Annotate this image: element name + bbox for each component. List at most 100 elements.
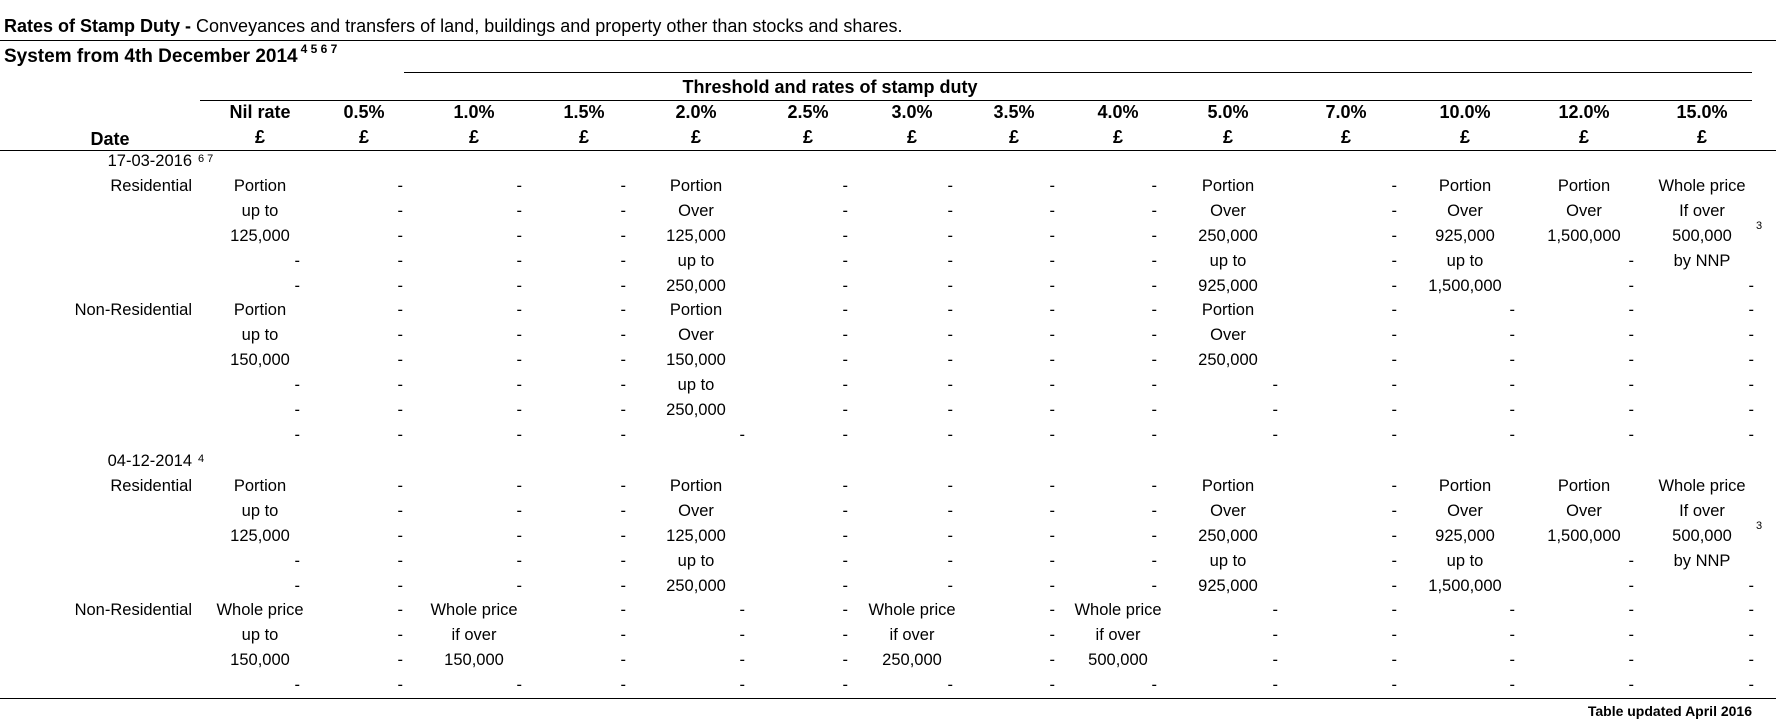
table-cell: up to — [241, 501, 279, 520]
table-cell: - — [842, 425, 849, 444]
table-cell: - — [516, 551, 523, 570]
table-cell: - — [620, 351, 627, 370]
table-cell: - — [842, 201, 849, 220]
table-cell: - — [620, 326, 627, 345]
table-cell: - — [1391, 476, 1398, 495]
table-cell: 250,000 — [666, 401, 726, 419]
section-date: 17-03-2016 — [107, 152, 192, 170]
table-cell: If over — [1679, 501, 1725, 520]
table-cell: - — [620, 251, 627, 270]
table-cell: up to — [1209, 551, 1247, 570]
table-cell: - — [947, 551, 954, 570]
table-cell: - — [1391, 676, 1398, 695]
table-cell: - — [842, 601, 849, 620]
currency-symbol: £ — [690, 127, 702, 147]
table-cell: - — [1049, 326, 1056, 345]
table-cell: - — [516, 301, 523, 320]
table-cell: - — [516, 226, 523, 245]
page-title-rest: Conveyances and transfers of land, build… — [196, 16, 903, 36]
table-cell: Over — [1210, 201, 1246, 220]
row-group-label: Residential — [110, 176, 192, 195]
table-cell: - — [1049, 601, 1056, 620]
table-cell: 500,000 — [1672, 526, 1732, 545]
table-cell: 125,000 — [666, 526, 726, 545]
table-cell: - — [1748, 576, 1755, 595]
table-cell: - — [947, 276, 954, 295]
table-cell: - — [620, 176, 627, 195]
table-cell: - — [397, 425, 404, 444]
currency-symbol: £ — [1696, 127, 1708, 147]
table-cell: - — [1151, 476, 1158, 495]
row-footnote: 3 — [1756, 519, 1763, 532]
table-cell: - — [1628, 626, 1635, 645]
table-cell: - — [739, 425, 746, 444]
table-cell: 1,500,000 — [1428, 576, 1502, 595]
table-cell: - — [947, 301, 954, 320]
table-cell: - — [1748, 326, 1755, 345]
table-cell: - — [1628, 551, 1635, 570]
table-cell: - — [516, 251, 523, 270]
table-cell: 925,000 — [1198, 576, 1258, 595]
table-cell: 250,000 — [882, 651, 942, 670]
table-cell: - — [947, 201, 954, 220]
table-cell: - — [739, 651, 746, 670]
currency-symbol: £ — [1008, 127, 1020, 147]
table-cell: - — [1391, 576, 1398, 595]
table-cell: - — [1748, 651, 1755, 670]
table-cell: - — [620, 401, 627, 419]
table-cell: - — [1391, 376, 1398, 395]
column-header: Nil rate — [229, 102, 291, 122]
column-header: 1.0% — [453, 102, 495, 122]
table-cell: - — [1748, 425, 1755, 444]
table-cell: - — [1049, 376, 1056, 395]
table-cell: - — [1391, 601, 1398, 620]
table-cell: 500,000 — [1088, 651, 1148, 670]
table-cell: - — [1628, 376, 1635, 395]
column-header: 7.0% — [1325, 102, 1367, 122]
system-subtitle-footnotes: 4 5 6 7 — [300, 42, 338, 56]
table-cell: - — [842, 551, 849, 570]
table-cell: - — [397, 226, 404, 245]
table-cell: Over — [678, 326, 714, 345]
table-cell: - — [947, 251, 954, 270]
table-cell: - — [620, 626, 627, 645]
table-cell: - — [397, 476, 404, 495]
table-cell: - — [1391, 326, 1398, 345]
table-cell: 250,000 — [1198, 226, 1258, 245]
table-cell: 500,000 — [1672, 226, 1732, 245]
page-title-lead: Rates of Stamp Duty - — [4, 16, 197, 36]
table-cell: by NNP — [1673, 251, 1731, 270]
table-cell: - — [842, 176, 849, 195]
table-cell: 125,000 — [230, 526, 290, 545]
table-cell: - — [1049, 226, 1056, 245]
table-cell: - — [842, 626, 849, 645]
table-cell: - — [516, 351, 523, 370]
table-cell: - — [1748, 301, 1755, 320]
column-header: 10.0% — [1439, 102, 1491, 122]
table-cell: - — [1049, 676, 1056, 695]
table-cell: - — [947, 176, 954, 195]
table-cell: - — [397, 251, 404, 270]
table-cell: - — [516, 476, 523, 495]
table-cell: - — [1049, 501, 1056, 520]
table-cell: - — [1049, 276, 1056, 295]
group-header: Threshold and rates of stamp duty — [682, 77, 978, 97]
table-cell: - — [739, 601, 746, 620]
table-cell: - — [1151, 226, 1158, 245]
table-cell: Whole price — [868, 601, 956, 620]
table-cell: - — [1151, 351, 1158, 370]
table-cell: - — [1391, 651, 1398, 670]
table-cell: up to — [677, 551, 715, 570]
table-cell: by NNP — [1673, 551, 1731, 570]
table-cell: - — [1628, 651, 1635, 670]
currency-symbol: £ — [1340, 127, 1352, 147]
table-cell: - — [1748, 401, 1755, 419]
table-cell: - — [1509, 301, 1516, 320]
column-header: 1.5% — [563, 102, 605, 122]
row-footnote: 3 — [1756, 219, 1763, 232]
column-header: 0.5% — [343, 102, 385, 122]
table-cell: - — [620, 301, 627, 320]
table-bottom-rule — [0, 698, 1776, 699]
table-cell: - — [842, 226, 849, 245]
table-cell: - — [1628, 276, 1635, 295]
